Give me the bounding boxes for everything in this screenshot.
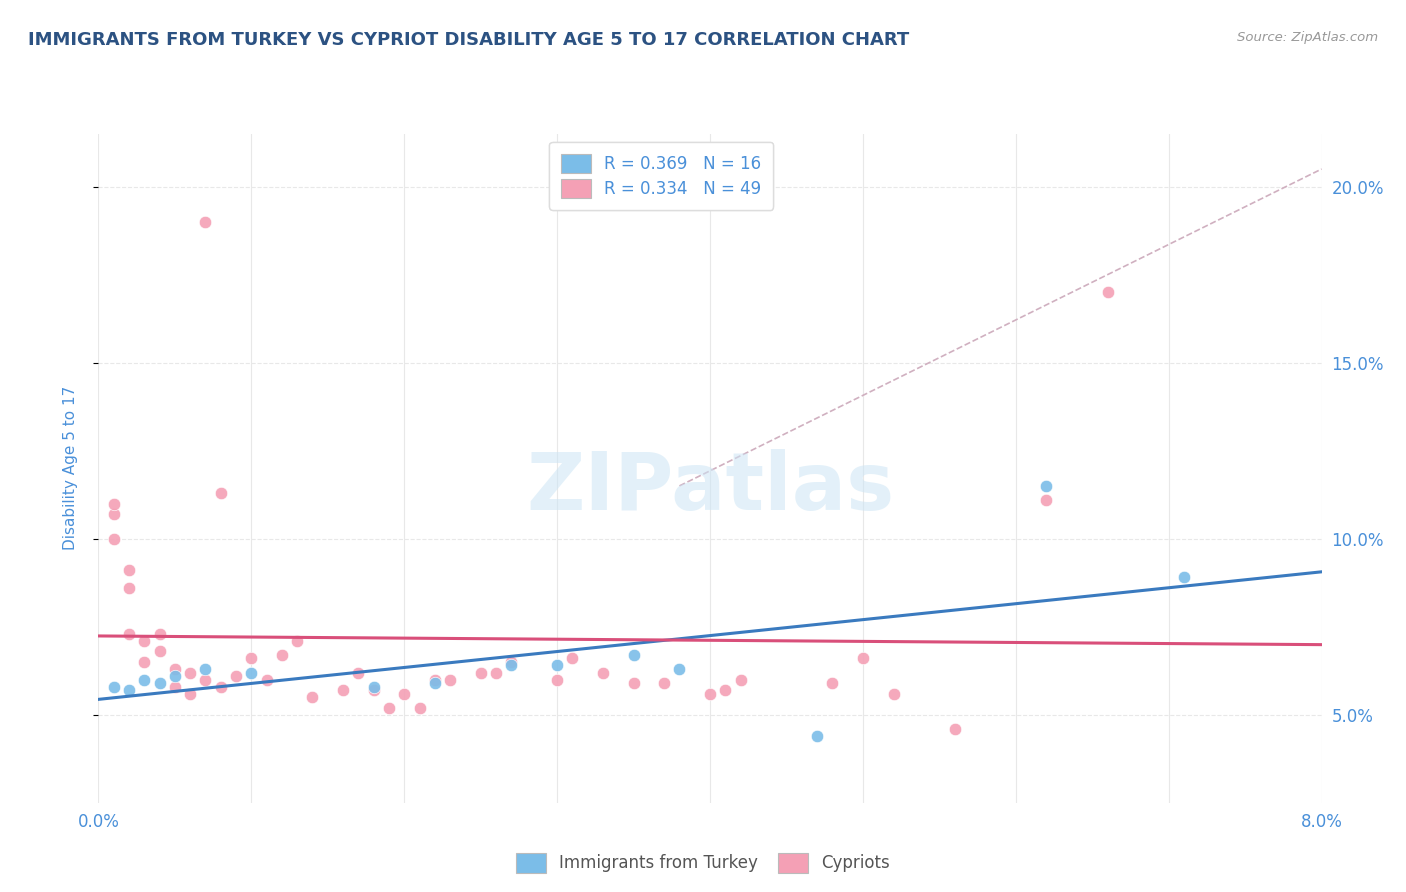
Point — [623, 648, 645, 662]
Point — [103, 532, 125, 546]
Point — [883, 687, 905, 701]
Point — [301, 690, 323, 705]
Point — [209, 680, 232, 694]
Point — [118, 627, 141, 641]
Point — [103, 507, 125, 521]
Point — [501, 658, 523, 673]
Point — [149, 627, 172, 641]
Point — [501, 655, 523, 669]
Point — [423, 676, 446, 690]
Point — [285, 633, 308, 648]
Point — [163, 669, 186, 683]
Point — [240, 665, 263, 680]
Point — [134, 655, 156, 669]
Point — [714, 683, 737, 698]
Point — [423, 673, 446, 687]
Point — [209, 486, 232, 500]
Point — [561, 651, 583, 665]
Legend: R = 0.369   N = 16, R = 0.334   N = 49: R = 0.369 N = 16, R = 0.334 N = 49 — [550, 142, 773, 210]
Text: IMMIGRANTS FROM TURKEY VS CYPRIOT DISABILITY AGE 5 TO 17 CORRELATION CHART: IMMIGRANTS FROM TURKEY VS CYPRIOT DISABI… — [28, 31, 910, 49]
Point — [194, 215, 217, 229]
Point — [485, 665, 508, 680]
Point — [134, 673, 156, 687]
Legend: Immigrants from Turkey, Cypriots: Immigrants from Turkey, Cypriots — [509, 847, 897, 880]
Point — [118, 683, 141, 698]
Point — [194, 673, 217, 687]
Point — [546, 673, 568, 687]
Point — [943, 722, 966, 736]
Point — [1097, 285, 1119, 300]
Text: ZIPatlas: ZIPatlas — [526, 450, 894, 527]
Point — [470, 665, 492, 680]
Point — [103, 496, 125, 510]
Point — [1035, 479, 1057, 493]
Point — [652, 676, 675, 690]
Point — [225, 669, 247, 683]
Point — [592, 665, 614, 680]
Point — [118, 581, 141, 595]
Point — [730, 673, 752, 687]
Point — [1173, 570, 1195, 584]
Point — [270, 648, 294, 662]
Point — [363, 683, 385, 698]
Point — [821, 676, 844, 690]
Point — [256, 673, 278, 687]
Point — [118, 563, 141, 577]
Point — [347, 665, 370, 680]
Point — [806, 729, 828, 743]
Point — [149, 676, 172, 690]
Point — [194, 662, 217, 676]
Point — [546, 658, 568, 673]
Point — [1035, 493, 1057, 508]
Text: Source: ZipAtlas.com: Source: ZipAtlas.com — [1237, 31, 1378, 45]
Point — [378, 700, 401, 714]
Point — [699, 687, 721, 701]
Point — [179, 665, 201, 680]
Point — [439, 673, 461, 687]
Point — [149, 644, 172, 658]
Point — [163, 680, 186, 694]
Point — [163, 662, 186, 676]
Point — [852, 651, 875, 665]
Point — [363, 680, 385, 694]
Point — [179, 687, 201, 701]
Point — [134, 633, 156, 648]
Y-axis label: Disability Age 5 to 17: Disability Age 5 to 17 — [63, 386, 77, 550]
Point — [392, 687, 416, 701]
Point — [623, 676, 645, 690]
Point — [332, 683, 354, 698]
Point — [103, 680, 125, 694]
Point — [240, 651, 263, 665]
Point — [408, 700, 430, 714]
Point — [668, 662, 690, 676]
